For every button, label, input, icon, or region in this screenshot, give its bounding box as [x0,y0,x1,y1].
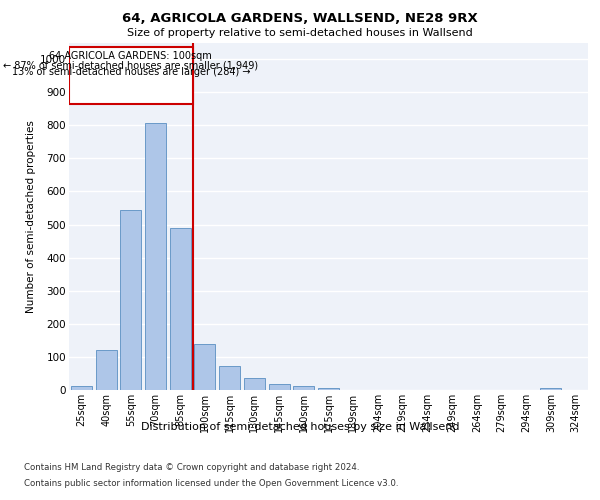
FancyBboxPatch shape [69,48,193,104]
Bar [541,388,562,390]
Text: Contains HM Land Registry data © Crown copyright and database right 2024.: Contains HM Land Registry data © Crown c… [24,462,359,471]
Text: 64 AGRICOLA GARDENS: 100sqm: 64 AGRICOLA GARDENS: 100sqm [49,52,212,62]
Text: Distribution of semi-detached houses by size in Wallsend: Distribution of semi-detached houses by … [141,422,459,432]
Bar [95,350,116,390]
Bar [318,388,339,390]
Bar [120,210,141,390]
Bar [194,344,215,390]
Text: ← 87% of semi-detached houses are smaller (1,949): ← 87% of semi-detached houses are smalle… [3,60,259,70]
Bar [293,386,314,390]
Text: 64, AGRICOLA GARDENS, WALLSEND, NE28 9RX: 64, AGRICOLA GARDENS, WALLSEND, NE28 9RX [122,12,478,26]
Bar [219,366,240,390]
Text: 13% of semi-detached houses are larger (284) →: 13% of semi-detached houses are larger (… [11,68,250,78]
Bar [145,122,166,390]
Bar [170,228,191,390]
Text: Contains public sector information licensed under the Open Government Licence v3: Contains public sector information licen… [24,479,398,488]
Bar [244,378,265,390]
Text: Size of property relative to semi-detached houses in Wallsend: Size of property relative to semi-detach… [127,28,473,38]
Y-axis label: Number of semi-detached properties: Number of semi-detached properties [26,120,36,312]
Bar [269,384,290,390]
Bar [71,386,92,390]
